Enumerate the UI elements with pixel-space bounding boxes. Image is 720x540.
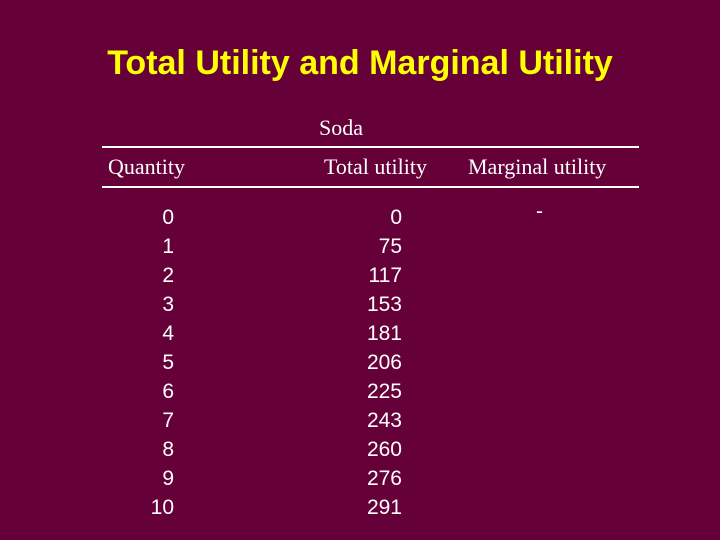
total-utility-cell: 75 (378, 235, 402, 258)
total-utility-cell: 153 (366, 293, 402, 316)
quantity-cell: 7 (162, 409, 174, 432)
total-utility-cell: 0 (390, 206, 402, 229)
header-bottom-rule (102, 186, 639, 188)
total-utility-cell: 260 (366, 438, 402, 461)
group-label-soda: Soda (319, 115, 363, 140)
quantity-cell: 4 (162, 322, 174, 345)
slide-title: Total Utility and Marginal Utility (107, 44, 613, 82)
header-quantity: Quantity (108, 154, 185, 179)
quantity-cell: 5 (162, 351, 174, 374)
quantity-column: 0 1 2 3 4 5 6 7 8 9 10 (120, 206, 174, 525)
marginal-utility-cell: - (536, 200, 543, 223)
total-utility-cell: 243 (366, 409, 402, 432)
total-utility-cell: 206 (366, 351, 402, 374)
quantity-cell: 1 (162, 235, 174, 258)
total-utility-cell: 181 (366, 322, 402, 345)
quantity-cell: 2 (162, 264, 174, 287)
quantity-cell: 10 (150, 496, 174, 519)
total-utility-cell: 117 (368, 264, 402, 287)
total-utility-column: 0 75 117 153 181 206 225 243 260 276 291 (340, 206, 402, 525)
quantity-cell: 3 (162, 293, 174, 316)
header-total-utility: Total utility (324, 154, 427, 179)
total-utility-cell: 291 (366, 496, 402, 519)
quantity-cell: 9 (162, 467, 174, 490)
header-marginal-utility: Marginal utility (468, 154, 607, 179)
total-utility-cell: 225 (366, 380, 402, 403)
quantity-cell: 6 (162, 380, 174, 403)
quantity-cell: 0 (162, 206, 174, 229)
header-top-rule (102, 146, 639, 148)
quantity-cell: 8 (162, 438, 174, 461)
total-utility-cell: 276 (366, 467, 402, 490)
